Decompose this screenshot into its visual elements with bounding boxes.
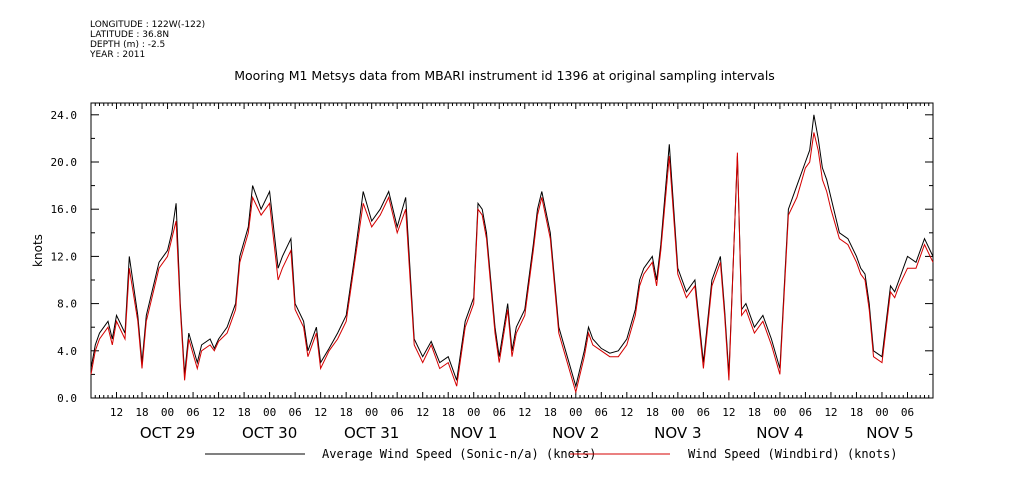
metadata-block: LONGITUDE : 122W(-122) LATITUDE : 36.8N … — [90, 20, 205, 60]
x-hour-label: 00 — [467, 406, 480, 419]
x-hour-label: 06 — [799, 406, 812, 419]
series-line-average-wind — [90, 114, 934, 389]
y-tick-label: 16.0 — [51, 203, 78, 216]
year-line: YEAR : 2011 — [90, 50, 146, 60]
legend-label-average-wind: Average Wind Speed (Sonic-n/a) (knots) — [322, 447, 597, 461]
x-day-label: NOV 1 — [450, 424, 497, 442]
x-hour-label: 18 — [135, 406, 148, 419]
x-hour-label: 12 — [416, 406, 429, 419]
y-tick-label: 24.0 — [51, 109, 78, 122]
x-hour-label: 00 — [773, 406, 786, 419]
x-hour-label: 00 — [161, 406, 174, 419]
x-day-label: NOV 4 — [756, 424, 803, 442]
x-hour-label: 18 — [544, 406, 557, 419]
x-hour-label: 12 — [110, 406, 123, 419]
legend-label-windbird: Wind Speed (Windbird) (knots) — [688, 447, 898, 461]
x-day-label: NOV 5 — [866, 424, 913, 442]
x-hour-label: 00 — [263, 406, 276, 419]
x-hour-label: 12 — [314, 406, 327, 419]
x-hour-label: 12 — [620, 406, 633, 419]
x-hour-label: 18 — [748, 406, 761, 419]
x-day-label: NOV 2 — [552, 424, 599, 442]
y-tick-label: 8.0 — [57, 298, 77, 311]
y-tick-label: 4.0 — [57, 345, 77, 358]
x-hour-label: 06 — [288, 406, 301, 419]
x-day-label: OCT 30 — [242, 424, 297, 442]
x-hour-label: 00 — [671, 406, 684, 419]
x-hour-label: 00 — [569, 406, 582, 419]
x-hour-label: 06 — [901, 406, 914, 419]
x-hour-label: 18 — [340, 406, 353, 419]
x-hour-label: 06 — [493, 406, 506, 419]
latitude-line: LATITUDE : 36.8N — [90, 30, 170, 40]
x-hour-label: 06 — [595, 406, 608, 419]
chart-title: Mooring M1 Metsys data from MBARI instru… — [234, 68, 775, 83]
x-hour-label: 00 — [875, 406, 888, 419]
x-hour-label: 18 — [442, 406, 455, 419]
x-hour-label: 12 — [722, 406, 735, 419]
longitude-line: LONGITUDE : 122W(-122) — [90, 20, 206, 30]
x-day-label: NOV 3 — [654, 424, 701, 442]
x-hour-label: 12 — [212, 406, 225, 419]
x-hour-label: 12 — [824, 406, 837, 419]
x-hour-label: 12 — [518, 406, 531, 419]
x-hour-label: 18 — [646, 406, 659, 419]
x-hour-label: 06 — [391, 406, 404, 419]
y-tick-label: 0.0 — [57, 392, 77, 405]
y-tick-label: 20.0 — [51, 156, 78, 169]
depth-line: DEPTH (m) : -2.5 — [90, 40, 166, 50]
x-hour-label: 00 — [365, 406, 378, 419]
x-hour-label: 06 — [697, 406, 710, 419]
x-day-label: OCT 31 — [344, 424, 399, 442]
series-line-windbird — [90, 132, 934, 395]
x-hour-label: 06 — [186, 406, 199, 419]
y-tick-label: 12.0 — [51, 250, 78, 263]
x-day-label: OCT 29 — [140, 424, 195, 442]
y-axis-label: knots — [31, 234, 45, 267]
x-hour-label: 18 — [850, 406, 863, 419]
x-hour-label: 18 — [237, 406, 250, 419]
